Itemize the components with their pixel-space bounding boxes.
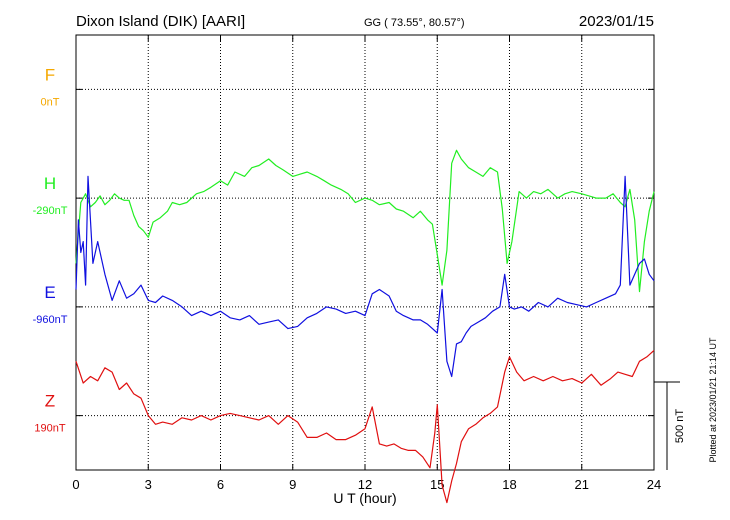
series-line-E	[75, 175, 655, 378]
x-tick-label: 3	[145, 477, 152, 492]
x-axis-ticks: 0 3 6 9 12 15 18 21 24	[72, 35, 661, 492]
x-tick-label: 12	[358, 477, 372, 492]
series-baseline-H: -290nT	[33, 205, 68, 217]
series-line-H	[75, 149, 655, 293]
coordinates-label: GG ( 73.55°, 80.57°)	[364, 17, 465, 29]
series-lines	[75, 149, 655, 504]
x-tick-label: 9	[289, 477, 296, 492]
x-tick-label: 21	[575, 477, 589, 492]
scale-bar-label: 500 nT	[674, 409, 686, 444]
baseline-labels: F 0nT H -290nT E -960nT Z 190nT	[33, 65, 68, 434]
x-tick-label: 15	[430, 477, 444, 492]
plotted-at-note: Plotted at 2023/01/21 21:14 UT	[708, 337, 718, 463]
series-name-H: H	[44, 174, 56, 193]
series-baseline-E: -960nT	[33, 314, 68, 326]
series-name-Z: Z	[45, 392, 55, 411]
series-baseline-F: 0nT	[41, 96, 60, 108]
x-tick-label: 24	[647, 477, 661, 492]
series-name-F: F	[45, 65, 55, 84]
station-title: Dixon Island (DIK) [AARI]	[76, 13, 245, 30]
series-name-E: E	[44, 283, 55, 302]
x-axis-label: U T (hour)	[333, 490, 396, 506]
x-tick-label: 6	[217, 477, 224, 492]
scale-bar: 500 nT	[654, 381, 686, 470]
series-baseline-Z: 190nT	[34, 423, 65, 435]
x-tick-label: 0	[72, 477, 79, 492]
grid-lines	[76, 35, 654, 470]
series-line-Z	[75, 349, 655, 504]
date-label: 2023/01/15	[579, 13, 654, 30]
x-tick-label: 18	[502, 477, 516, 492]
